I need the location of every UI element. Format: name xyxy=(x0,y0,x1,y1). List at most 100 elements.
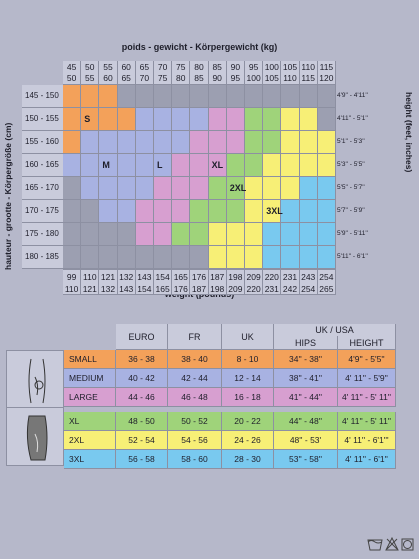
kg-tick: 85 90 xyxy=(208,61,227,85)
lb-tick-bottom: 242 xyxy=(282,284,298,294)
height-cm-row: 170 - 175 xyxy=(22,200,63,223)
height-cm-row: 155 - 160 xyxy=(22,131,63,154)
grid-cell xyxy=(281,200,300,223)
size-row-uk: 8 - 10 xyxy=(222,350,274,369)
grid-cell xyxy=(317,85,336,108)
header-uk: UK xyxy=(222,324,274,350)
grid-cell xyxy=(263,200,282,223)
grid-cell xyxy=(99,246,118,269)
kg-tick: 55 60 xyxy=(99,61,118,85)
grid-cell xyxy=(135,154,154,177)
kg-tick: 80 85 xyxy=(190,61,209,85)
size-row-size: MEDIUM xyxy=(64,369,116,388)
height-ft-row: 5'7'' - 5'9'' xyxy=(337,207,365,214)
lb-tick: 110 121 xyxy=(81,269,100,295)
grid-cell xyxy=(154,177,173,200)
grid-cell xyxy=(226,200,245,223)
grid-cell xyxy=(81,85,100,108)
grid-cell xyxy=(117,177,136,200)
grid-cell xyxy=(299,108,318,131)
grid-cell xyxy=(263,154,282,177)
grid-cell xyxy=(172,177,191,200)
kg-tick: 100 105 xyxy=(263,61,282,85)
grid-cell xyxy=(117,154,136,177)
lb-tick-top: 231 xyxy=(282,272,298,282)
grid-cell xyxy=(208,154,227,177)
grid-cell xyxy=(117,108,136,131)
grid-cell xyxy=(99,223,118,246)
height-ft-row: 5'1'' - 5'3'' xyxy=(337,138,365,145)
grid-cell xyxy=(317,154,336,177)
grid-cell xyxy=(154,200,173,223)
lb-tick-bottom: 198 xyxy=(210,284,225,294)
grid-cell xyxy=(154,154,173,177)
kg-tick-bottom: 110 xyxy=(283,73,297,83)
grid-cell xyxy=(154,223,173,246)
grid-cell xyxy=(226,154,245,177)
lb-tick-top: 99 xyxy=(66,272,77,282)
kg-tick-top: 85 xyxy=(212,62,222,72)
grid-cell xyxy=(99,85,118,108)
lb-tick: 187 198 xyxy=(208,269,227,295)
size-row-fr: 42 - 44 xyxy=(168,369,222,388)
size-row-euro: 56 - 58 xyxy=(116,450,168,469)
header-euro: EURO xyxy=(116,324,168,350)
grid-cell xyxy=(99,108,118,131)
grid-cell xyxy=(299,246,318,269)
grid-cell xyxy=(81,177,100,200)
kg-tick: 70 75 xyxy=(154,61,173,85)
lb-tick-bottom: 220 xyxy=(246,284,261,294)
lb-tick: 121 132 xyxy=(99,269,118,295)
grid-cell xyxy=(190,200,209,223)
grid-cell xyxy=(172,85,191,108)
size-grid: 45 50 50 55 55 60 60 65 65 70 70 75 75 80 80 85 85 90 90 95… xyxy=(63,61,336,357)
kg-tick-top: 75 xyxy=(176,62,186,72)
size-row-height: 4' 11'' - 6'1'' xyxy=(338,450,396,469)
grid-cell xyxy=(245,246,264,269)
grid-cell xyxy=(263,246,282,269)
lb-tick-top: 154 xyxy=(155,272,170,282)
grid-cell xyxy=(208,85,227,108)
lb-tick-top: 121 xyxy=(100,272,116,282)
size-row-height: 4'9'' - 5'5'' xyxy=(338,350,396,369)
grid-cell xyxy=(317,246,336,269)
height-cm-row: 145 - 150 xyxy=(22,85,63,108)
grid-cell xyxy=(281,177,300,200)
lb-tick: 165 176 xyxy=(172,269,191,295)
grid-cell xyxy=(172,200,191,223)
size-row-fr: 50 - 52 xyxy=(168,412,222,431)
lb-tick-top: 220 xyxy=(264,272,279,282)
grid-cell xyxy=(281,246,300,269)
lb-tick-bottom: 121 xyxy=(82,284,97,294)
kg-tick-top: 90 xyxy=(230,62,241,72)
kg-tick-bottom: 65 xyxy=(121,73,131,83)
height-cm-row: 180 - 185 xyxy=(22,246,63,269)
grid-cell xyxy=(99,177,118,200)
grid-cell xyxy=(208,177,227,200)
lb-tick-top: 187 xyxy=(210,272,225,282)
grid-cell xyxy=(154,131,173,154)
height-cm-title: hauteur - grootte - Körpergröße (cm) xyxy=(3,122,13,270)
grid-cell xyxy=(299,223,318,246)
grid-cell xyxy=(263,223,282,246)
grid-cell xyxy=(117,85,136,108)
kg-tick-top: 80 xyxy=(194,62,204,72)
grid-cell xyxy=(226,246,245,269)
size-row-size: 2XL xyxy=(64,431,116,450)
lb-tick-bottom: 187 xyxy=(191,284,207,294)
kg-tick-top: 95 xyxy=(248,62,259,72)
grid-cell xyxy=(172,108,191,131)
size-row-hips: 48'' - 53' xyxy=(274,431,338,450)
grid-cell xyxy=(154,246,173,269)
size-row-euro: 52 - 54 xyxy=(116,431,168,450)
lb-tick: 220 231 xyxy=(263,269,282,295)
grid-cell xyxy=(190,85,209,108)
size-row-fr: 54 - 56 xyxy=(168,431,222,450)
lb-tick-top: 165 xyxy=(173,272,188,282)
grid-cell xyxy=(81,154,100,177)
grid-cell xyxy=(317,108,336,131)
lb-tick: 231 242 xyxy=(281,269,300,295)
grid-cell xyxy=(317,131,336,154)
grid-size-label-3xl: 3XL xyxy=(266,206,283,216)
size-row-height: 4' 11'' - 5' 11'' xyxy=(338,412,396,431)
